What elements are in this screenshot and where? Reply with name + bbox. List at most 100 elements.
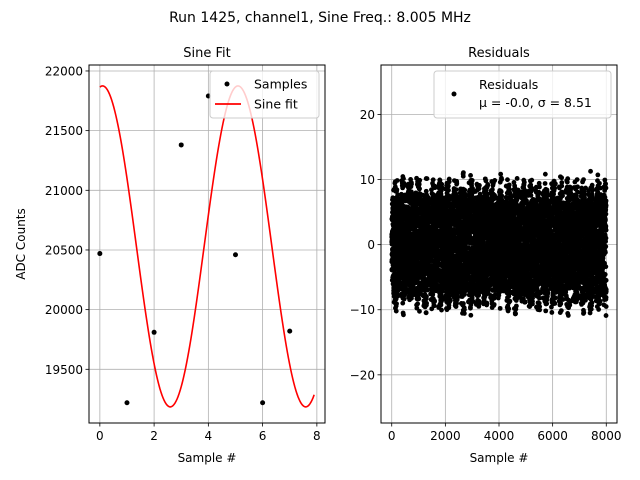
residual-point (400, 300, 406, 306)
residual-point (439, 181, 445, 187)
residual-point (416, 296, 422, 302)
sine-fit-ticks: 0 2 4 6 8 19500 20000 20500 21000 21500 22000 (45, 64, 321, 443)
legend-samples-marker (224, 81, 230, 87)
residual-point (462, 291, 467, 297)
legend-samples-label: Samples (254, 77, 307, 92)
residual-point (393, 308, 399, 314)
sine-fit-x-tick-label: 6 (259, 429, 267, 443)
residual-point (462, 307, 467, 312)
residual-point (417, 308, 422, 314)
residual-point (430, 177, 436, 183)
residual-point (401, 312, 406, 318)
residual-point (415, 301, 421, 307)
residual-point (394, 178, 400, 183)
residual-point (477, 183, 482, 188)
residual-point (455, 295, 460, 300)
residual-point (499, 177, 504, 183)
sine-fit-y-tick-label: 21000 (45, 184, 83, 198)
residual-point (437, 178, 443, 184)
residual-point (439, 307, 444, 313)
residual-point (401, 176, 406, 182)
residual-point (408, 189, 414, 195)
sine-fit-x-tick-label: 4 (205, 429, 213, 443)
figure-suptitle: Run 1425, channel1, Sine Freq.: 8.005 MH… (169, 10, 471, 26)
residual-point (484, 300, 490, 306)
residual-point (416, 182, 422, 187)
residual-point (454, 301, 460, 306)
residual-point (497, 305, 503, 311)
sine-fit-x-tick-label: 0 (96, 429, 104, 443)
residual-point (468, 312, 474, 318)
residual-point (491, 302, 497, 307)
residual-point (417, 186, 422, 192)
residual-point (425, 287, 430, 293)
sine-fit-y-tick-label: 20000 (45, 303, 83, 317)
sine-fit-legend: Samples Sine fit (209, 70, 320, 119)
sine-fit-y-tick-label: 22000 (45, 64, 83, 78)
residual-point (461, 301, 466, 306)
residual-point (468, 173, 473, 178)
sine-fit-x-tick-label: 8 (313, 429, 321, 443)
sample-point (178, 142, 184, 148)
residual-point (424, 176, 430, 182)
residual-point (401, 296, 407, 302)
residuals-plot-area (389, 168, 609, 318)
residual-point (454, 180, 460, 186)
residual-point (507, 298, 513, 304)
residual-point (453, 187, 459, 193)
residual-point (460, 170, 466, 176)
legend-sine-fit-label: Sine fit (254, 97, 298, 112)
residual-point (432, 185, 438, 191)
residual-point (424, 294, 429, 299)
sine-fit-panel: Sine Fit 0 2 4 6 8 19500 20000 20500 21000 21500 2… (14, 46, 326, 465)
residual-point (409, 181, 414, 187)
residual-point (469, 178, 475, 183)
residual-point (417, 177, 423, 183)
residual-point (432, 299, 437, 304)
sine-fit-xlabel: Sample # (178, 451, 237, 465)
residual-point (514, 176, 520, 181)
residual-point (476, 298, 482, 304)
sample-point (260, 400, 266, 406)
residual-point (414, 305, 420, 311)
residual-point (485, 182, 491, 188)
residual-point (490, 187, 495, 192)
residual-point (402, 183, 408, 188)
residual-point (394, 187, 400, 193)
residual-point (506, 306, 512, 312)
residual-point (506, 182, 512, 188)
sine-fit-y-tick-label: 19500 (45, 363, 83, 377)
sample-point (151, 329, 157, 335)
sine-fit-plot-area (97, 85, 315, 408)
residuals-title: Residuals (468, 46, 530, 61)
residual-point (423, 188, 429, 194)
sine-fit-line (99, 85, 315, 408)
sample-point (232, 252, 238, 258)
sample-point (97, 251, 103, 257)
sine-fit-title: Sine Fit (183, 46, 230, 61)
residual-point (431, 303, 437, 309)
sine-fit-x-tick-label: 2 (150, 429, 158, 443)
sine-fit-frame (88, 64, 326, 424)
residual-point (424, 300, 429, 306)
sine-fit-y-tick-label: 20500 (45, 243, 83, 257)
residual-point (462, 187, 468, 193)
residual-point (446, 179, 452, 185)
sine-fit-ylabel: ADC Counts (14, 208, 28, 280)
residual-point (460, 173, 466, 179)
residual-point (394, 301, 399, 307)
residual-point (513, 311, 518, 317)
residual-point (505, 177, 510, 183)
residual-point (498, 189, 504, 195)
residual-point (513, 303, 519, 309)
sample-point (287, 328, 293, 334)
residual-point (423, 310, 429, 316)
residual-point (446, 187, 451, 193)
sine-fit-y-tick-label: 21500 (45, 124, 83, 138)
residual-point (492, 178, 498, 183)
residual-point (498, 171, 504, 177)
residual-point (447, 297, 453, 303)
sine-fit-legend-box (209, 70, 320, 119)
